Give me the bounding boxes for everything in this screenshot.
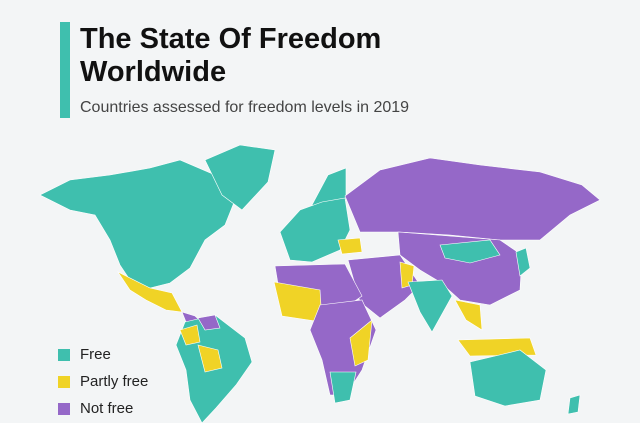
colombia (179, 324, 201, 346)
southern-africa (329, 371, 357, 404)
north-america (39, 159, 236, 289)
legend-swatch (58, 349, 70, 361)
title-accent (60, 22, 70, 118)
eastern-europe (337, 237, 363, 255)
title-line: Worldwide (80, 56, 226, 88)
europe (279, 197, 351, 263)
legend-label: Not free (80, 400, 133, 417)
legend-label: Partly free (80, 373, 148, 390)
title-line: The State Of Freedom (80, 23, 381, 55)
new-zealand (567, 394, 581, 415)
south-america-partly (197, 344, 223, 373)
southeast-asia (454, 299, 483, 331)
mongolia (439, 239, 501, 264)
greenland (204, 144, 276, 211)
world-map (39, 144, 601, 423)
australia (469, 349, 547, 407)
east-africa (349, 319, 373, 367)
legend-swatch (58, 403, 70, 415)
legend: Free Partly free Not free (58, 346, 148, 417)
legend-swatch (58, 376, 70, 388)
subtitle: Countries assessed for freedom levels in… (80, 99, 409, 116)
india (407, 279, 453, 333)
japan (515, 247, 531, 277)
mexico (117, 271, 183, 313)
legend-label: Free (80, 346, 111, 363)
venezuela (197, 314, 221, 331)
russia (344, 157, 601, 241)
